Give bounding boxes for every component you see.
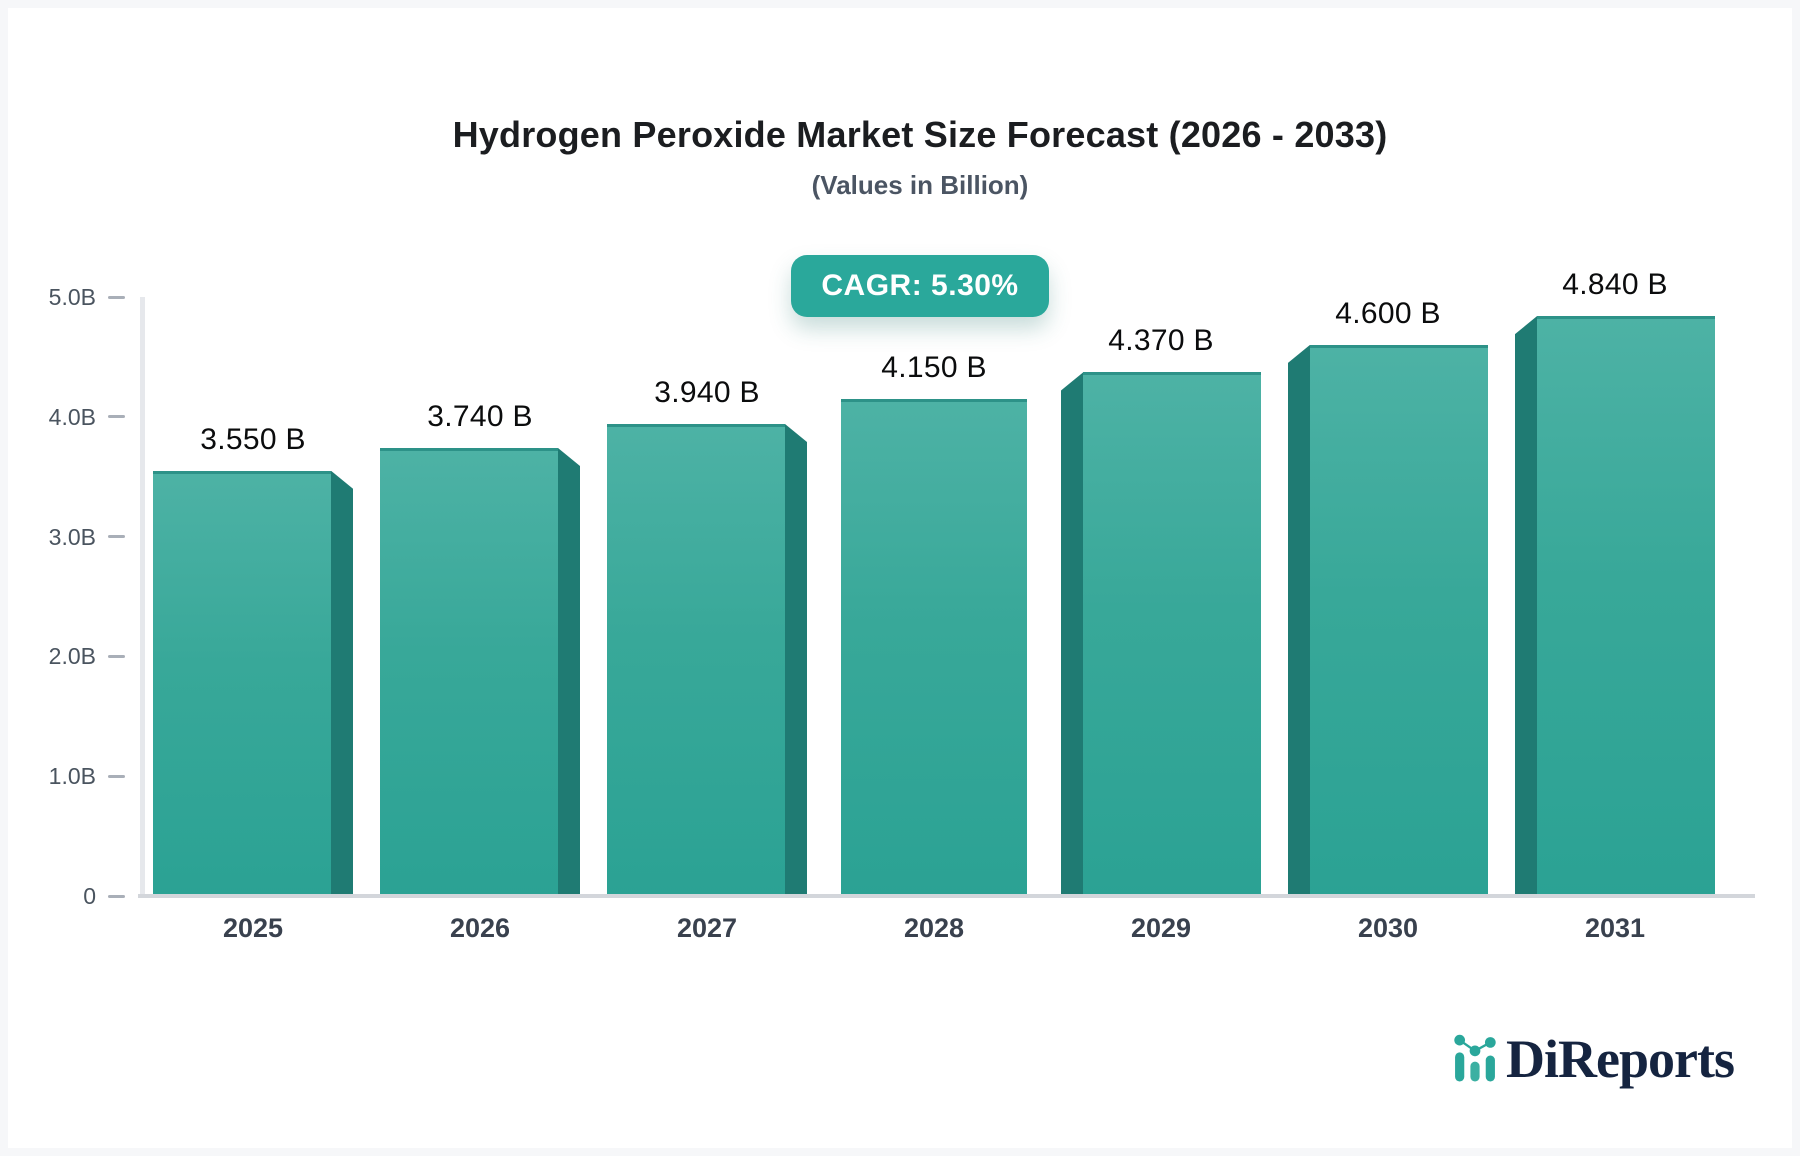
y-tick-mark [108,654,125,658]
bar [153,470,353,896]
bar-value-label: 3.550 B [200,422,306,456]
bar-value-label: 3.740 B [427,399,533,433]
x-tick-label: 2031 [1584,913,1646,943]
bar [834,398,1034,896]
bar-face [153,470,331,896]
chart-card: Hydrogen Peroxide Market Size Forecast (… [8,8,1792,1148]
y-tick-mark [108,295,125,299]
y-tick-label: 0 [83,883,96,909]
bar [607,423,807,896]
cagr-badge: CAGR: 5.30% [791,255,1049,317]
x-tick-label: 2030 [1357,913,1419,943]
bar-3d-side [558,447,580,896]
bar-3d-side [331,470,353,896]
x-tick-label: 2029 [1130,913,1192,943]
bar-3d-side [785,423,807,896]
direports-logo-text: DiReports [1506,1029,1735,1089]
bar-value-label: 4.150 B [881,350,987,384]
bar-3d-side [1288,344,1310,896]
y-tick-label: 3.0B [48,523,96,550]
bar-3d-side [1061,372,1083,896]
chart-subtitle: (Values in Billion) [811,170,1029,200]
y-tick-mark [108,415,125,419]
y-tick-label: 4.0B [48,403,96,430]
bar [1515,316,1715,896]
y-axis-line [140,297,145,896]
bar [1288,344,1488,896]
bar-value-label: 3.940 B [654,375,760,409]
direports-logo: DiReports [1452,1029,1735,1089]
x-tick-label: 2027 [676,913,738,943]
bar-face [1537,316,1715,896]
bar [1061,372,1261,896]
bar-value-label: 4.600 B [1335,296,1441,330]
bar-value-label: 4.370 B [1108,324,1214,358]
direports-logo-icon [1454,1034,1496,1082]
bar-face [1310,344,1488,896]
y-tick-mark [108,535,125,539]
y-tick-label: 2.0B [48,643,96,670]
cagr-badge-container: CAGR: 5.30% [118,255,1722,317]
x-axis-baseline [138,894,1755,898]
bar-value-label: 4.840 B [1562,268,1668,302]
y-tick-mark [108,774,125,778]
y-tick-label: 1.0B [48,763,96,790]
y-tick-mark [108,894,125,898]
bar-face [841,398,1027,896]
bar-face [1083,372,1261,896]
bar [380,447,580,896]
x-tick-label: 2026 [449,913,511,943]
bar-face [607,423,785,896]
bar-face [380,447,558,896]
x-tick-label: 2025 [222,913,284,943]
bar-chart-plot-area: 0 1.0B 2.0B 3.0B 4.0B 5.0B 3.550 B 2025 3.740 B 2… [8,8,1792,1148]
bar-3d-side [1515,316,1537,896]
y-tick-label: 5.0B [48,284,96,310]
chart-title: Hydrogen Peroxide Market Size Forecast (… [452,114,1388,155]
x-tick-label: 2028 [903,913,965,943]
